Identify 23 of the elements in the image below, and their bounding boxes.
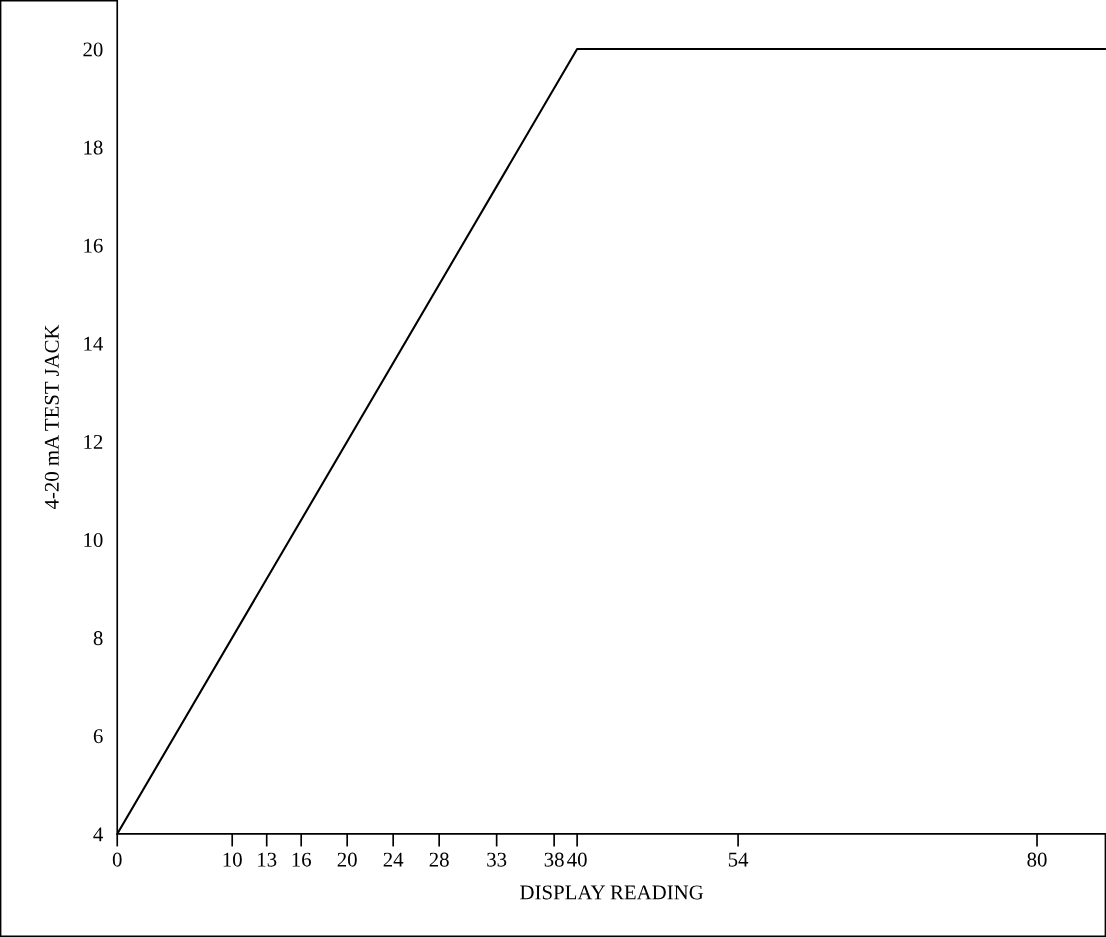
- y-tick-label: 8: [93, 631, 103, 646]
- x-tick-label: 33: [487, 852, 507, 867]
- x-tick-label: 20: [337, 852, 357, 867]
- x-tick-label: 28: [429, 852, 449, 867]
- x-tick-label: 10: [223, 852, 242, 867]
- y-tick-label: 4: [93, 827, 104, 842]
- x-axis-title: DISPLAY READING: [520, 885, 704, 900]
- y-tick-label: 6: [93, 729, 103, 744]
- y-tick-label: 10: [84, 532, 103, 548]
- y-axis-title: 4-20 mA TEST JACK: [44, 324, 59, 510]
- y-tick-label: 12: [84, 434, 103, 449]
- y-tick-label: 18: [84, 140, 103, 155]
- x-tick-label: 13: [258, 852, 277, 867]
- y-tick-label: 14: [84, 336, 104, 351]
- x-tick-label: 0: [112, 852, 122, 867]
- x-tick-label: 54: [728, 852, 749, 867]
- x-tick-label: 24: [383, 852, 404, 867]
- y-tick-label: 16: [84, 238, 103, 253]
- x-tick-label: 40: [567, 852, 587, 867]
- y-tick-label: 20: [83, 42, 103, 57]
- x-tick-label: 80: [1027, 852, 1047, 867]
- x-tick-label: 16: [292, 852, 311, 867]
- x-tick-label: 38: [544, 852, 564, 867]
